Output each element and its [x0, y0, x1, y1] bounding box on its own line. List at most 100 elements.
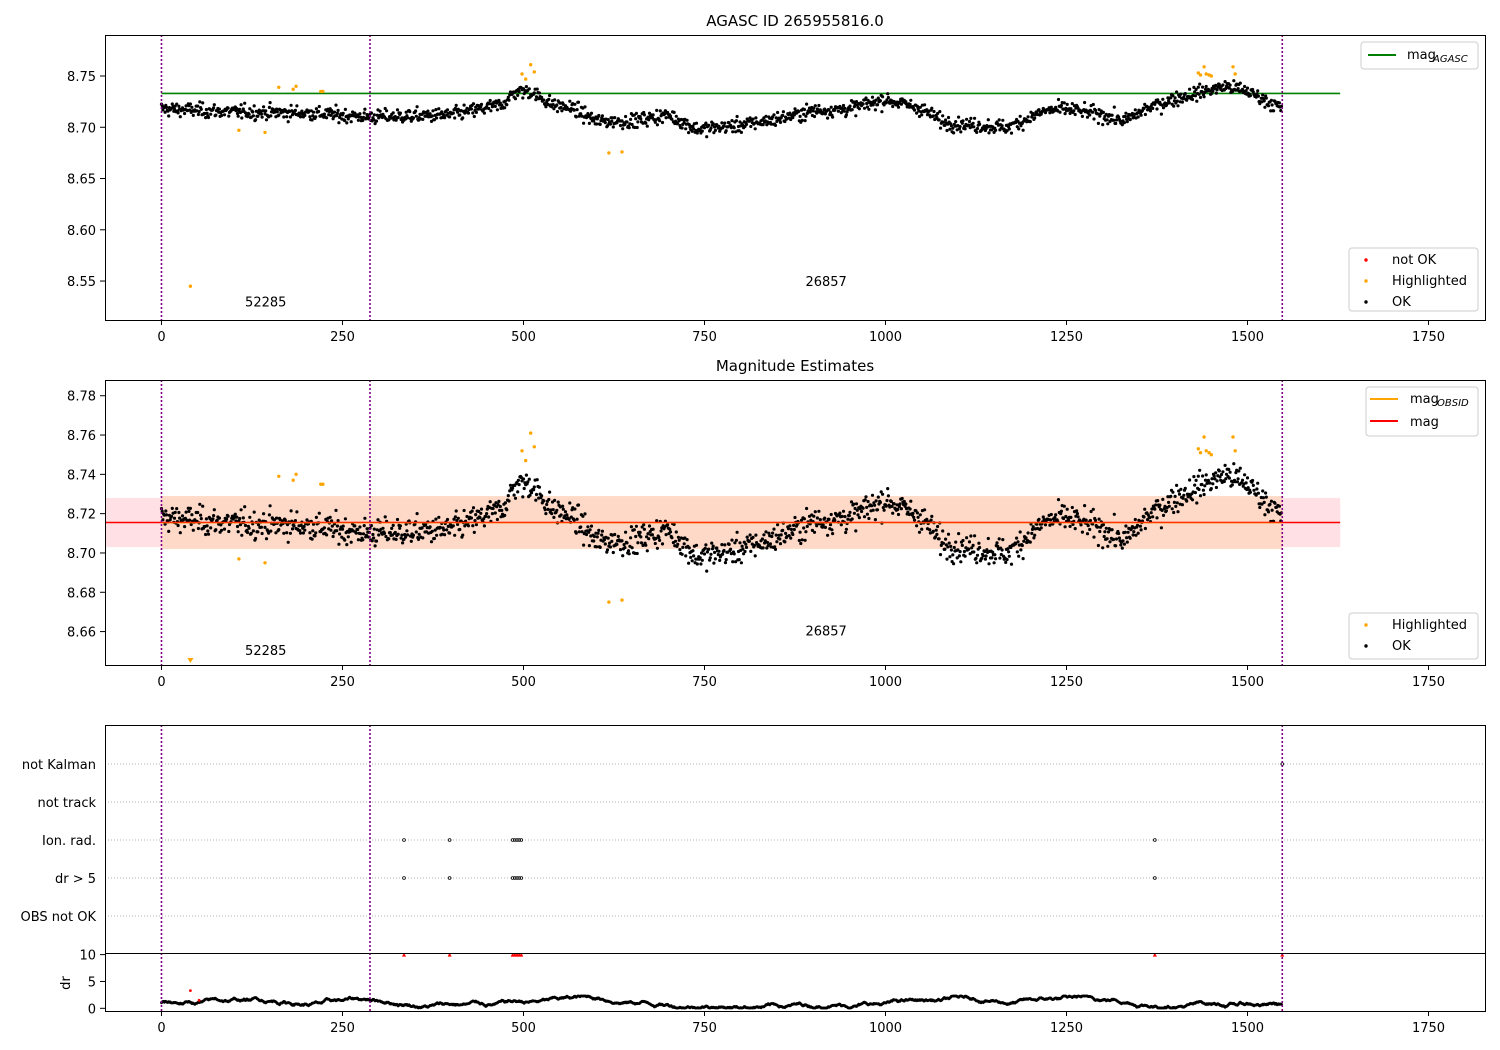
- ok-point: [1071, 522, 1075, 527]
- ok-point: [1272, 109, 1276, 113]
- panel-mag-ytick-label: 8.68: [67, 586, 96, 601]
- ok-point: [1208, 481, 1212, 485]
- ok-point: [305, 518, 309, 522]
- ok-point: [1091, 102, 1095, 107]
- ok-point: [275, 110, 279, 114]
- ok-point: [583, 512, 587, 516]
- ok-point: [831, 532, 835, 536]
- ok-point: [345, 121, 349, 125]
- ok-point: [448, 531, 452, 535]
- ok-point: [918, 513, 922, 517]
- ok-point: [751, 117, 755, 121]
- ok-point: [605, 548, 610, 552]
- ok-point: [1069, 107, 1073, 111]
- ok-point: [493, 104, 497, 108]
- ok-point: [936, 111, 940, 116]
- ok-point: [299, 523, 303, 528]
- ok-point: [802, 517, 807, 521]
- ok-point: [717, 549, 721, 553]
- highlighted-point: [520, 449, 524, 453]
- ok-point: [251, 114, 255, 118]
- ok-point: [829, 512, 833, 517]
- highlighted-point: [1231, 435, 1235, 439]
- ok-point: [762, 533, 766, 537]
- ok-point: [335, 529, 339, 533]
- ok-point: [1201, 474, 1205, 478]
- ok-point: [698, 556, 702, 560]
- ok-point: [674, 530, 678, 534]
- ok-point: [852, 105, 857, 109]
- ok-point: [690, 129, 694, 133]
- ok-point: [544, 105, 548, 109]
- ok-point: [846, 517, 850, 521]
- ok-point: [1251, 87, 1255, 92]
- ok-point: [912, 518, 917, 522]
- ok-point: [434, 108, 438, 112]
- ok-point: [240, 116, 244, 120]
- panel-dr-ytick-label: 0: [88, 1002, 96, 1017]
- ok-point: [172, 107, 177, 111]
- ok-point: [544, 511, 548, 516]
- ok-point: [957, 554, 962, 558]
- ok-point: [610, 539, 614, 544]
- ok-point: [391, 523, 395, 528]
- ok-point: [582, 543, 586, 547]
- ok-point: [694, 121, 699, 125]
- ok-point: [482, 524, 486, 528]
- ok-point: [783, 540, 787, 544]
- ok-point: [962, 549, 967, 554]
- ok-point: [1190, 498, 1195, 502]
- ok-point: [1192, 475, 1196, 479]
- ok-point: [429, 540, 434, 544]
- ok-point: [490, 511, 494, 516]
- panel-dr-xtick-label: 1500: [1231, 1021, 1264, 1036]
- panel-agasc-xtick-label: 1750: [1412, 330, 1445, 345]
- ok-point: [916, 515, 920, 519]
- ok-point: [552, 515, 556, 520]
- ok-point: [873, 518, 878, 522]
- ok-point: [658, 538, 662, 543]
- ok-point: [1200, 90, 1204, 94]
- ok-point: [664, 116, 668, 120]
- ok-point: [503, 106, 507, 110]
- ok-point: [761, 123, 765, 127]
- ok-point: [918, 105, 922, 109]
- ok-point: [925, 517, 929, 522]
- ok-point: [1122, 542, 1126, 546]
- ok-point: [227, 529, 231, 534]
- ok-point: [572, 518, 576, 522]
- ok-point: [285, 115, 289, 119]
- ok-point: [461, 533, 465, 537]
- ok-point: [930, 514, 934, 519]
- legend-frame: [1360, 41, 1479, 70]
- ok-point: [1180, 503, 1184, 507]
- ok-point: [1125, 540, 1129, 544]
- ok-point: [524, 473, 529, 477]
- ok-point: [778, 537, 782, 541]
- ok-point: [167, 114, 171, 118]
- ok-point: [875, 103, 880, 107]
- ok-point: [935, 116, 939, 120]
- ok-point: [900, 496, 904, 501]
- ok-point: [673, 539, 678, 543]
- ok-point: [1188, 478, 1192, 482]
- ok-point: [634, 111, 639, 115]
- ok-point: [629, 525, 634, 529]
- ok-point: [206, 115, 211, 120]
- ok-point: [264, 118, 269, 122]
- ok-point: [761, 546, 765, 550]
- ok-point: [496, 503, 500, 507]
- panel-mag-ytick-label: 8.66: [67, 626, 96, 641]
- ok-point: [866, 98, 870, 102]
- ok-point: [896, 105, 901, 109]
- ok-point: [765, 540, 770, 545]
- ok-point: [891, 511, 895, 515]
- ok-point: [336, 519, 340, 523]
- ok-point: [1215, 479, 1219, 483]
- ok-point: [331, 534, 335, 539]
- ok-point: [248, 515, 252, 519]
- ok-point: [524, 85, 529, 89]
- ok-point: [624, 530, 628, 534]
